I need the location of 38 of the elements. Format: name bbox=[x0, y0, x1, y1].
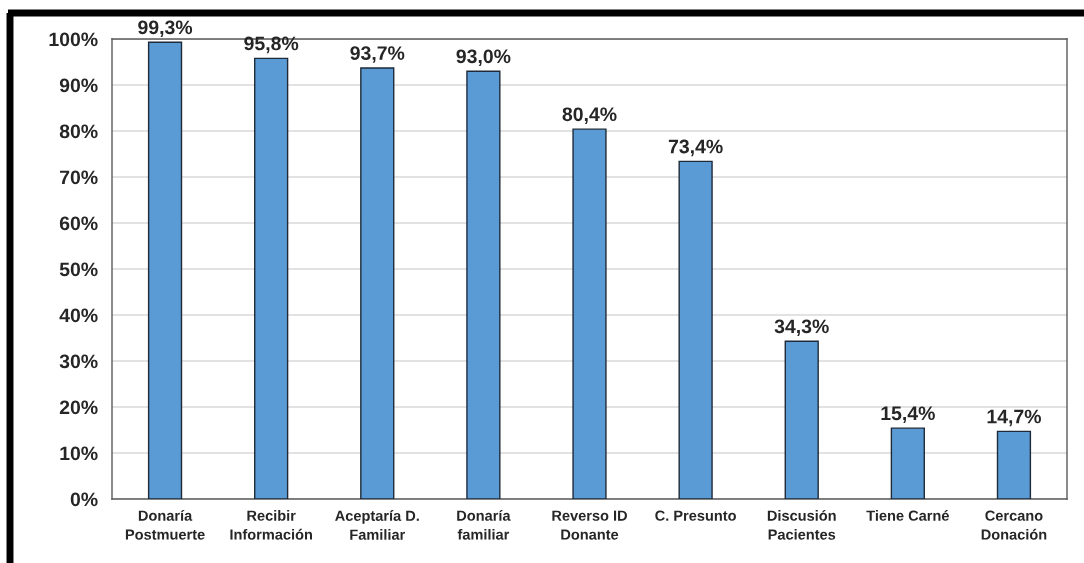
data-label: 93,0% bbox=[456, 49, 511, 67]
data-label: 95,8% bbox=[244, 36, 299, 54]
bar bbox=[254, 57, 289, 499]
data-label: 34,3% bbox=[774, 319, 829, 337]
y-tick-label: 30% bbox=[59, 354, 98, 369]
x-tick-label: C. Presunto bbox=[655, 510, 736, 521]
x-tick-label: Recibir Información bbox=[230, 510, 312, 540]
bar bbox=[996, 430, 1032, 499]
x-tick-label: Tiene Carné bbox=[866, 509, 949, 521]
bar bbox=[147, 41, 183, 499]
data-label: 73,4% bbox=[668, 139, 723, 157]
x-tick-label: Donaría familiar bbox=[457, 509, 511, 540]
y-tick-label: 60% bbox=[59, 216, 98, 231]
data-label: 14,7% bbox=[987, 409, 1041, 427]
bar bbox=[572, 128, 607, 499]
x-tick-label: Donaría Postmuerte bbox=[125, 509, 205, 540]
bar bbox=[784, 340, 819, 499]
bar bbox=[890, 427, 925, 499]
y-tick-label: 50% bbox=[59, 262, 98, 277]
data-label: 80,4% bbox=[562, 107, 617, 124]
y-tick-label: 100% bbox=[49, 32, 98, 47]
data-label: 93,7% bbox=[350, 46, 405, 63]
y-tick-label: 70% bbox=[60, 170, 98, 185]
y-tick-label: 0% bbox=[70, 492, 98, 507]
x-tick-label: Reverso ID Donante bbox=[552, 510, 627, 540]
y-tick-label: 40% bbox=[59, 308, 98, 323]
x-tick-label: Discusión Pacientes bbox=[767, 509, 836, 540]
data-label: 99,3% bbox=[138, 20, 193, 38]
x-tick-label: Cercano Donación bbox=[981, 510, 1047, 540]
y-tick-label: 80% bbox=[59, 124, 98, 139]
y-tick-label: 10% bbox=[60, 446, 98, 461]
y-tick-label: 90% bbox=[59, 78, 98, 93]
y-tick-label: 20% bbox=[59, 400, 98, 415]
bar bbox=[678, 160, 713, 499]
bar bbox=[466, 70, 501, 499]
x-tick-label: Aceptaría D. Familiar bbox=[335, 510, 419, 540]
data-label: 15,4% bbox=[881, 406, 935, 423]
bar bbox=[360, 67, 395, 499]
